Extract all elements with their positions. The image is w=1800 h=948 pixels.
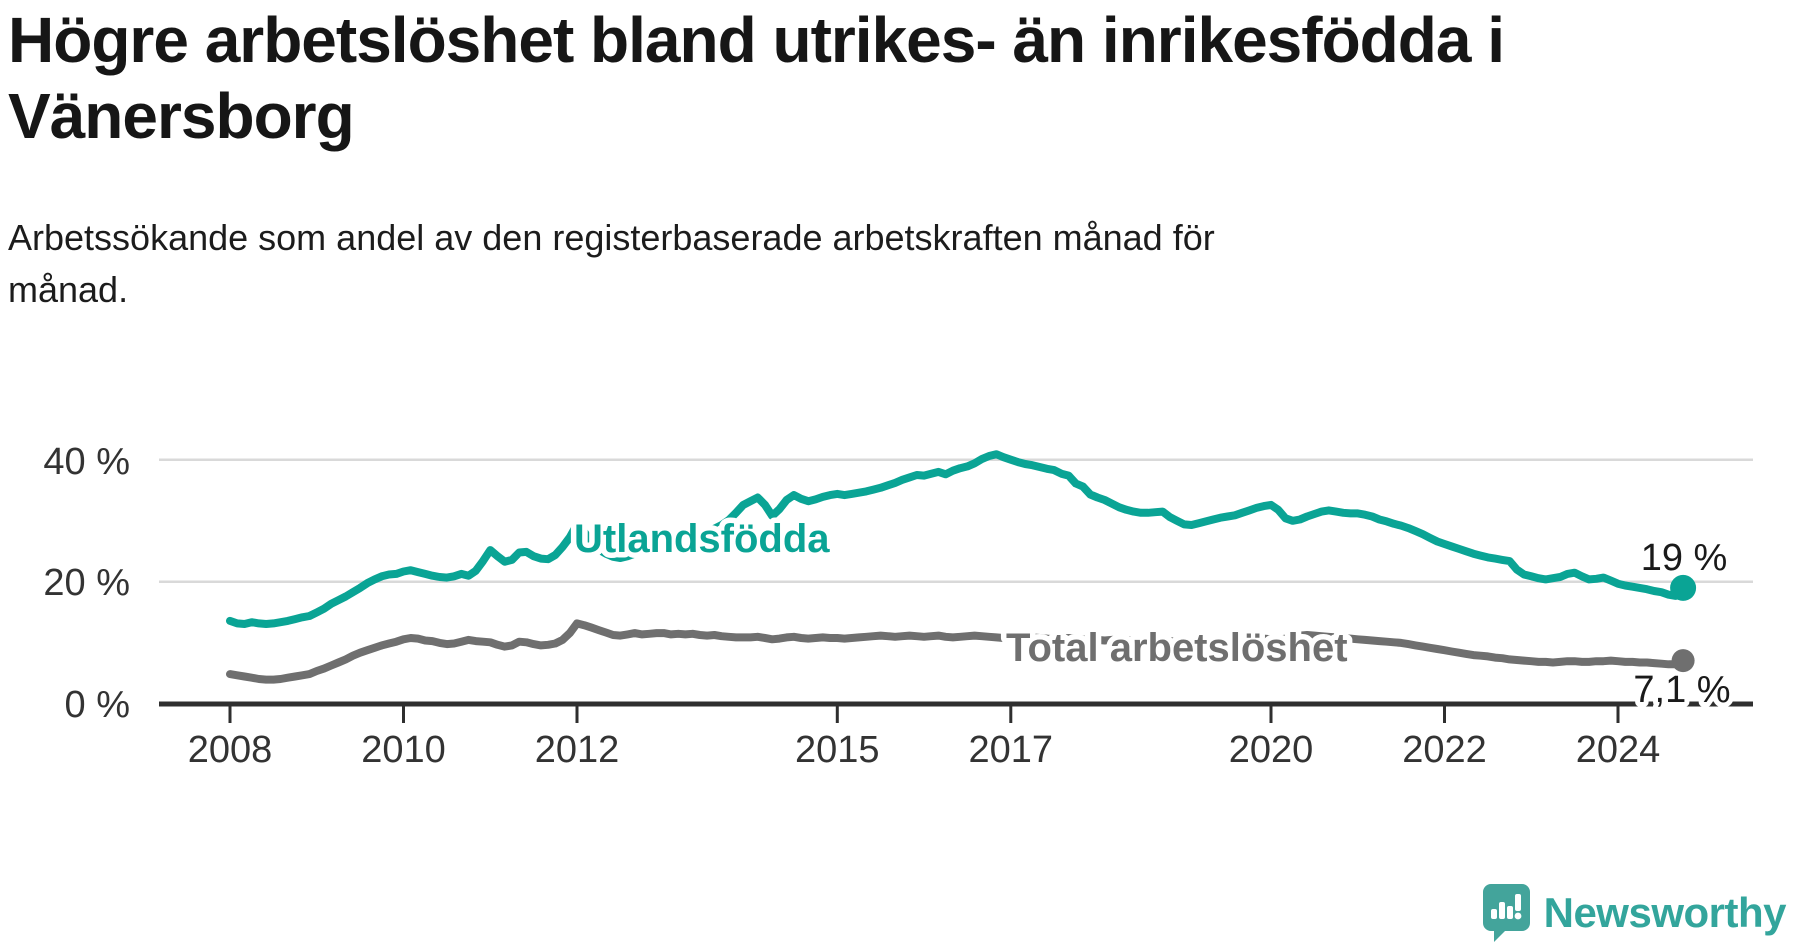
end-value-utlandsfodda: 19 % — [1641, 537, 1728, 579]
x-tick-2020: 2020 — [1229, 729, 1314, 771]
y-tick-40: 40 % — [43, 441, 130, 483]
title-line-1: Högre arbetslöshet bland utrikes- än inr… — [8, 4, 1505, 76]
y-tick-0: 0 % — [65, 684, 130, 726]
end-dot-total-arbetsloshet — [1671, 649, 1695, 673]
bar-chart-glyph — [1490, 894, 1522, 920]
newsworthy-logo: Newsworthy — [1480, 882, 1787, 944]
x-tick-2015: 2015 — [795, 729, 880, 771]
speech-bubble-shape — [1482, 884, 1530, 942]
subtitle-line-2: månad. — [8, 269, 129, 310]
x-tick-2017: 2017 — [969, 729, 1054, 771]
page-title: Högre arbetslöshet bland utrikes- än inr… — [8, 2, 1505, 154]
x-tick-2008: 2008 — [188, 729, 273, 771]
newsworthy-logo-text: Newsworthy — [1543, 889, 1787, 936]
newsworthy-logo-icon — [1480, 882, 1532, 944]
series-label-total-arbetsloshet: Total arbetslöshet — [1006, 626, 1348, 670]
line-total-arbetsloshet — [226, 619, 1688, 684]
line-utlandsfodda — [226, 450, 1688, 628]
y-tick-20: 20 % — [43, 562, 130, 604]
x-tick-2022: 2022 — [1402, 729, 1487, 771]
y-axis-labels: 40 % 20 % 0 % — [43, 441, 130, 726]
x-axis-labels: 2008 2010 2012 2015 2017 2020 2022 2024 — [188, 729, 1661, 771]
title-line-2: Vänersborg — [8, 80, 355, 152]
chart-subtitle: Arbetssökande som andel av den registerb… — [8, 212, 1215, 316]
x-tick-2012: 2012 — [535, 729, 620, 771]
series-label-utlandsfodda: Utlandsfödda — [574, 517, 830, 561]
subtitle-line-1: Arbetssökande som andel av den registerb… — [8, 217, 1215, 258]
end-dot-utlandsfodda — [1670, 574, 1697, 601]
end-value-total-arbetsloshet: 7,1 % — [1633, 669, 1730, 711]
x-tick-2010: 2010 — [361, 729, 446, 771]
x-axis-ticks — [228, 706, 1620, 723]
x-tick-2024: 2024 — [1576, 729, 1661, 771]
